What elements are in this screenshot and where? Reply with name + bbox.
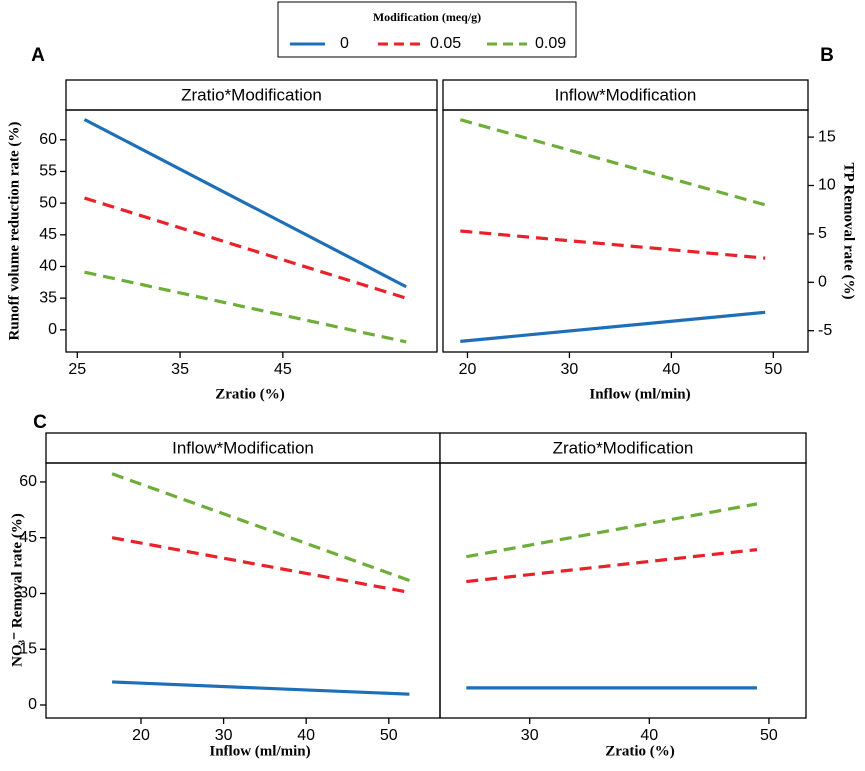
- y-tick-label: 30: [19, 585, 37, 602]
- x-tick-label: 50: [764, 361, 782, 378]
- x-tick-label: 25: [68, 361, 86, 378]
- y-tick-label: 5: [818, 225, 827, 242]
- y-tick-label: 60: [39, 131, 57, 148]
- y-tick-label: 10: [818, 177, 836, 194]
- y-tick-label: 15: [818, 128, 836, 145]
- y-axis-label: TP Removal rate (%): [841, 162, 857, 299]
- series-line: [111, 536, 410, 594]
- x-tick-label: 40: [662, 361, 680, 378]
- legend-label: 0: [340, 35, 349, 52]
- panel-title: Inflow*Modification: [555, 85, 697, 104]
- series-line: [460, 229, 766, 260]
- x-tick-label: 40: [297, 727, 315, 744]
- y-tick-label: -5: [818, 322, 832, 339]
- y-tick-label: 0: [818, 274, 827, 291]
- x-tick-label: 30: [561, 361, 579, 378]
- series-line: [84, 270, 407, 344]
- x-tick-label: 35: [171, 361, 189, 378]
- series-line: [466, 502, 758, 559]
- series-line: [459, 118, 766, 207]
- x-tick-label: 30: [215, 727, 233, 744]
- series-line: [466, 548, 758, 584]
- x-tick-label: 20: [132, 727, 150, 744]
- y-tick-label: 35: [39, 289, 57, 306]
- x-axis-label: Zratio (%): [215, 386, 285, 402]
- legend-label: 0.09: [535, 35, 566, 52]
- y-tick-label: 0: [48, 321, 57, 338]
- series-line: [83, 118, 407, 289]
- x-tick-label: 20: [459, 361, 477, 378]
- y-axis-label: Runoff volume reduction rate (%): [6, 122, 22, 341]
- y-axis-label: NO₃⁻ Removal rate (%): [9, 513, 25, 667]
- panel-title: Inflow*Modification: [172, 438, 314, 457]
- x-tick-label: 40: [640, 727, 658, 744]
- x-axis-label: Zratio (%): [605, 743, 675, 759]
- series-line: [111, 472, 410, 582]
- panel-title: Zratio*Modification: [553, 438, 694, 457]
- title-strip: [439, 432, 807, 464]
- title-strip: [65, 79, 438, 111]
- y-tick-label: 45: [39, 226, 57, 243]
- series-line: [112, 680, 410, 696]
- series-line: [460, 310, 766, 343]
- y-tick-label: 50: [39, 194, 57, 211]
- x-tick-label: 30: [521, 727, 539, 744]
- y-tick-label: 40: [39, 258, 57, 275]
- panel-title: Zratio*Modification: [181, 85, 322, 104]
- x-tick-label: 50: [380, 727, 398, 744]
- plot-frame: [442, 109, 809, 353]
- y-tick-label: 45: [19, 529, 37, 546]
- panel-label: C: [33, 412, 47, 433]
- legend-box: [277, 1, 577, 58]
- y-tick-label: 15: [19, 640, 37, 657]
- y-tick-label: 55: [39, 163, 57, 180]
- y-tick-label: 0: [28, 696, 37, 713]
- plot-frame: [45, 462, 441, 719]
- plot-frame: [65, 109, 438, 353]
- y-tick-label: 60: [19, 473, 37, 490]
- x-axis-label: Inflow (ml/min): [589, 386, 690, 402]
- panel-label: B: [820, 45, 834, 66]
- panel-label: A: [31, 45, 45, 66]
- plot-frame: [439, 462, 807, 719]
- x-tick-label: 50: [760, 727, 778, 744]
- x-axis-label: Inflow (ml/min): [209, 743, 310, 759]
- legend-title: Modification (meq/g): [373, 10, 481, 24]
- x-tick-label: 45: [274, 361, 292, 378]
- legend-label: 0.05: [430, 35, 461, 52]
